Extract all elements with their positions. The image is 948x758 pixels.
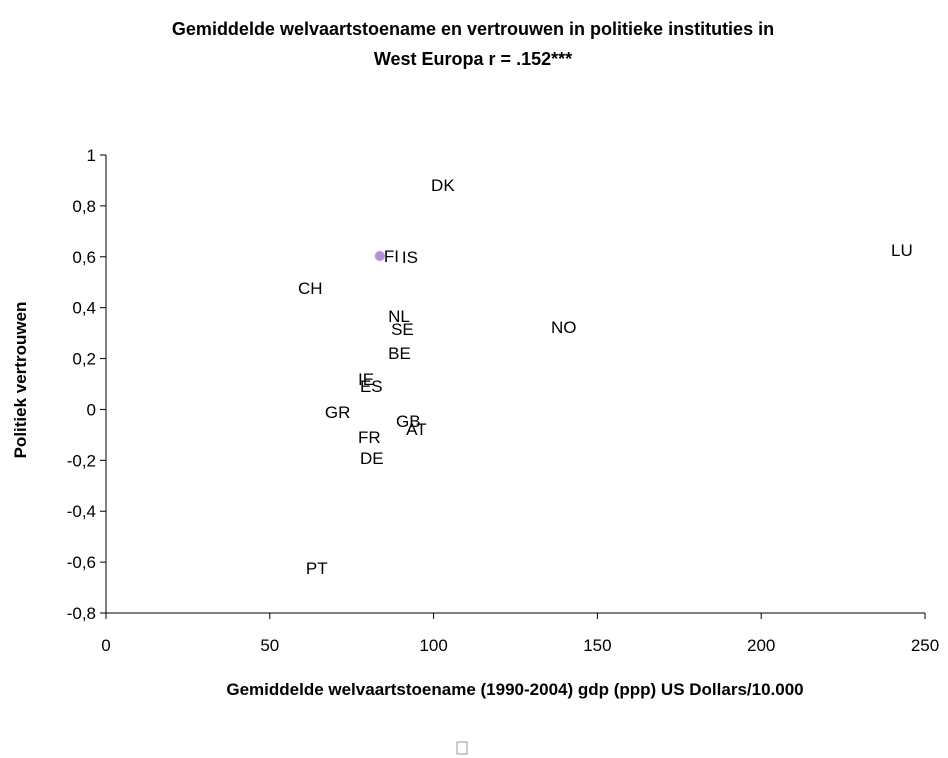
point-label: IE (358, 370, 374, 389)
icon (456, 741, 468, 755)
x-tick-label: 100 (419, 636, 447, 655)
x-title-box: Gemiddelde welvaartstoename (1990-2004) … (226, 680, 804, 699)
point-label: IS (402, 248, 418, 267)
point-label: GR (325, 403, 351, 422)
point-label: AT (406, 420, 426, 439)
y-tick-label: 0 (87, 400, 96, 419)
point-label: SE (391, 320, 414, 339)
y-tick-label: 0,6 (72, 248, 96, 267)
y-axis-title: Politiek vertrouwen (11, 302, 30, 459)
point-label: DK (431, 176, 455, 195)
point-label: BE (388, 344, 411, 363)
point-label: LU (891, 241, 913, 260)
point-label: CH (298, 279, 323, 298)
y-tick-label: -0,6 (67, 553, 96, 572)
title-box: Gemiddelde welvaartstoename en vertrouwe… (171, 19, 775, 69)
x-axis-title: Gemiddelde welvaartstoename (1990-2004) … (226, 680, 804, 699)
y-tick-label: -0,8 (67, 604, 96, 623)
point-label: FR (358, 428, 381, 447)
point-label: ES (360, 377, 383, 396)
point-label: NL (388, 307, 410, 326)
point-label: GB (396, 412, 421, 431)
x-tick-label: 200 (747, 636, 775, 655)
y-tick-label: 1 (87, 146, 96, 165)
point-label: FI (384, 247, 399, 266)
chart-title: Gemiddelde welvaartstoename en vertrouwe… (171, 19, 775, 69)
y-tick-label: -0,2 (67, 451, 96, 470)
y-tick-label: 0,8 (72, 197, 96, 216)
y-tick-label: 0,4 (72, 299, 96, 318)
point (374, 251, 385, 262)
x-tick-label: 250 (911, 636, 939, 655)
x-tick-label: 50 (260, 636, 279, 655)
y-tick-label: -0,4 (67, 502, 96, 521)
point-label: DE (360, 449, 384, 468)
x-tick-label: 0 (101, 636, 110, 655)
point-label: NO (551, 318, 577, 337)
y-tick-label: 0,2 (72, 350, 96, 369)
x-tick-label: 150 (583, 636, 611, 655)
point-label: PT (306, 559, 328, 578)
